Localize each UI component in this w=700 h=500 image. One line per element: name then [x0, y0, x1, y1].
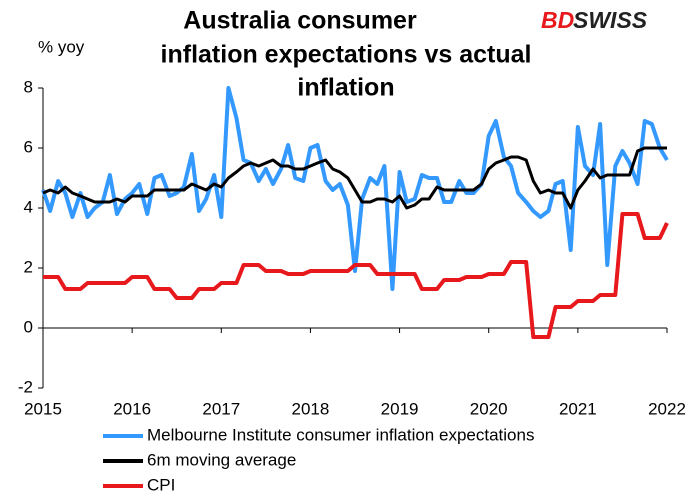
series-line [42, 146, 667, 210]
y-axis-label: % yoy [38, 37, 85, 56]
series-line [41, 86, 669, 291]
x-tick-label: 2018 [292, 399, 330, 418]
logo: BD [541, 7, 574, 33]
x-tick-label: 2020 [470, 399, 508, 418]
y-tick-label: -2 [18, 377, 33, 396]
y-tick-label: 8 [24, 77, 33, 96]
legend-label: 6m moving average [147, 450, 296, 469]
chart-title: Australia consumer [183, 7, 417, 35]
legend-label: CPI [147, 475, 175, 494]
y-tick-label: 4 [24, 197, 33, 216]
y-tick-label: 2 [24, 257, 33, 276]
logo: SWISS [573, 7, 648, 33]
y-tick-label: 6 [24, 137, 33, 156]
x-tick-label: 2017 [202, 399, 240, 418]
y-tick-label: 0 [24, 317, 33, 336]
x-tick-label: 2021 [559, 399, 597, 418]
x-tick-label: 2019 [381, 399, 419, 418]
x-tick-label: 2022 [648, 399, 686, 418]
legend-label: Melbourne Institute consumer inflation e… [147, 425, 534, 444]
x-tick-label: 2015 [24, 399, 62, 418]
x-tick-label: 2016 [113, 399, 151, 418]
series-line [43, 212, 669, 339]
chart-title: inflation expectations vs actual [161, 41, 532, 69]
chart-title: inflation [297, 74, 394, 102]
